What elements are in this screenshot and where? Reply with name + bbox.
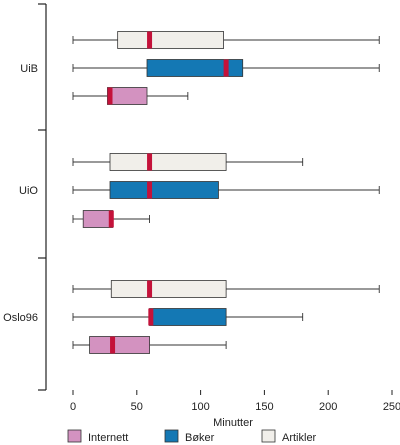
box-artikler [109, 153, 227, 171]
x-tick-label: 200 [319, 401, 337, 413]
box-bøker [109, 181, 219, 199]
box-bøker [146, 59, 244, 77]
median-marker [110, 336, 116, 354]
median-marker [108, 210, 114, 228]
box-artikler [117, 31, 224, 49]
box-artikler [110, 280, 227, 298]
box-bøker [149, 308, 227, 326]
group-label: UiB [20, 63, 38, 75]
median-marker [147, 31, 153, 49]
median-marker [223, 59, 229, 77]
x-tick-label: 250 [383, 401, 400, 413]
median-marker [148, 308, 154, 326]
box-internett [82, 210, 113, 228]
legend-label: Internett [88, 432, 128, 444]
x-tick-label: 50 [131, 401, 143, 413]
x-tick-label: 0 [70, 401, 76, 413]
x-tick-label: 100 [191, 401, 209, 413]
box-internett [107, 87, 148, 105]
median-marker [147, 181, 153, 199]
x-tick-label: 150 [255, 401, 273, 413]
legend-swatch [261, 429, 276, 443]
x-axis-label: Minutter [213, 417, 253, 429]
median-marker [107, 87, 113, 105]
legend-swatch [164, 429, 179, 443]
group-label: UiO [19, 185, 38, 197]
legend-label: Bøker [185, 432, 215, 444]
legend-swatch [67, 429, 82, 443]
median-marker [147, 280, 153, 298]
median-marker [147, 153, 153, 171]
group-label: Oslo96 [3, 312, 38, 324]
legend-label: Artikler [282, 432, 317, 444]
box-internett [89, 336, 150, 354]
